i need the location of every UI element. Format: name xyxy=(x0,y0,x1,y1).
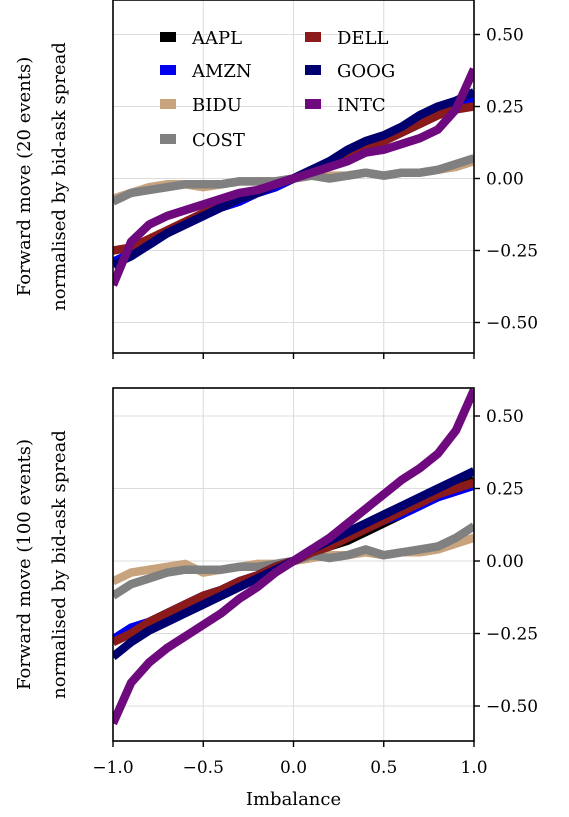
y-tick-label-4: −0.50 xyxy=(486,314,538,334)
y-axis-title: Forward move (20 events) normalised by bi… xyxy=(14,42,70,311)
y-tick-label-1: 0.25 xyxy=(486,480,524,500)
top-panel: 0.50 0.25 0.00 −0.25 −0.50 Forward move (20 e… xyxy=(14,0,538,359)
legend-label-aapl: AAPL xyxy=(191,28,242,49)
legend-item-amzn: AMZN xyxy=(160,61,252,82)
legend-item-aapl: AAPL xyxy=(160,28,242,49)
y-tick-label-2: 0.00 xyxy=(486,552,524,572)
y-tick-label-3: −0.25 xyxy=(486,242,538,262)
legend-swatch-intc xyxy=(305,99,321,109)
legend: AAPL AMZN BIDU COST DELL GOOG INTC xyxy=(160,28,395,151)
legend-label-dell: DELL xyxy=(337,28,389,49)
y-axis-title: Forward move (100 events) normalised by b… xyxy=(14,430,70,699)
y-axis-title-line-1: normalised by bid-ask spread xyxy=(49,42,70,311)
y-tick-label-3: −0.25 xyxy=(486,625,538,645)
legend-swatch-aapl xyxy=(160,32,176,42)
legend-item-dell: DELL xyxy=(305,28,389,49)
legend-item-intc: INTC xyxy=(305,95,386,116)
y-tick-label-0: 0.50 xyxy=(486,407,524,427)
legend-swatch-cost xyxy=(160,134,176,144)
legend-label-amzn: AMZN xyxy=(191,61,252,82)
legend-swatch-amzn xyxy=(160,65,176,75)
y-tick-label-1: 0.25 xyxy=(486,98,524,118)
x-tick-label-1: −0.5 xyxy=(183,758,224,778)
y-axis-title-line-0: Forward move (20 events) xyxy=(14,57,35,297)
legend-item-bidu: BIDU xyxy=(160,95,242,116)
y-tick-label-0: 0.50 xyxy=(486,26,524,46)
legend-swatch-goog xyxy=(305,65,321,75)
x-tick-label-4: 1.0 xyxy=(460,758,487,778)
legend-label-goog: GOOG xyxy=(337,61,395,82)
series-line-intc xyxy=(113,388,474,726)
legend-swatch-dell xyxy=(305,32,321,42)
y-tick-label-4: −0.50 xyxy=(486,697,538,717)
legend-label-intc: INTC xyxy=(337,95,386,116)
x-axis-title: Imbalance xyxy=(246,789,341,810)
y-tick-label-2: 0.00 xyxy=(486,170,524,190)
bottom-panel: 0.50 0.25 0.00 −0.25 −0.50 −1.0 −0.5 0.0 0.5 1.0 F… xyxy=(14,387,538,810)
x-tick-label-3: 0.5 xyxy=(370,758,397,778)
series-line-intc xyxy=(113,67,474,287)
legend-label-bidu: BIDU xyxy=(192,95,242,116)
x-tick-label-2: 0.0 xyxy=(280,758,307,778)
series-group xyxy=(113,388,474,726)
legend-item-goog: GOOG xyxy=(305,61,395,82)
y-axis-title-line-1: normalised by bid-ask spread xyxy=(49,430,70,699)
legend-item-cost: COST xyxy=(160,130,245,151)
series-group xyxy=(113,67,474,287)
legend-swatch-bidu xyxy=(160,99,176,109)
y-axis-title-line-0: Forward move (100 events) xyxy=(14,439,35,690)
x-tick-label-0: −1.0 xyxy=(92,758,133,778)
legend-label-cost: COST xyxy=(192,130,245,151)
